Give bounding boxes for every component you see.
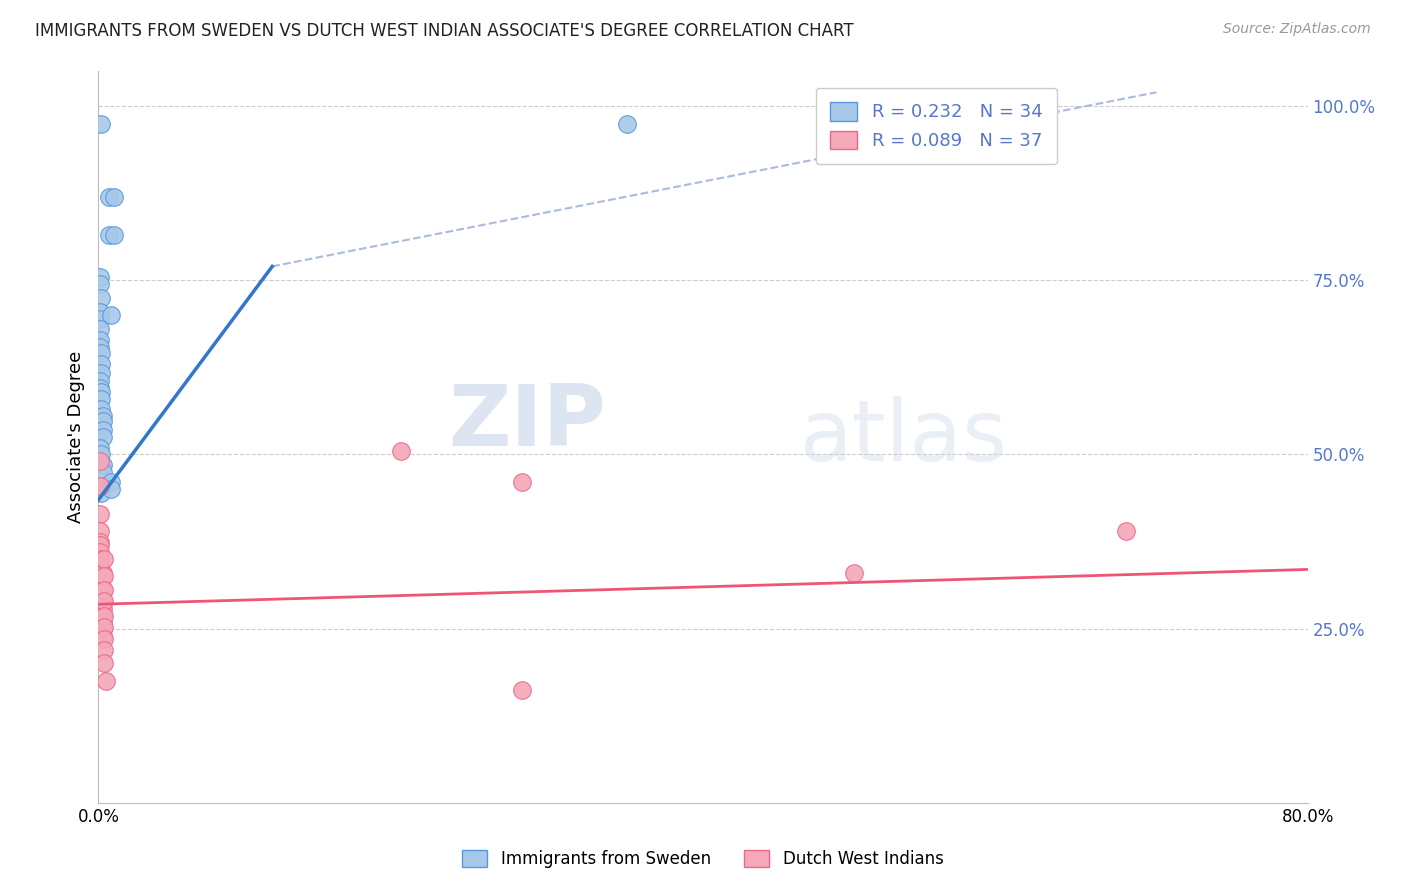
Point (90, 448, 112, 462)
Point (93, 642, 115, 657)
Point (89, 507, 111, 521)
Point (90, 594, 112, 608)
Point (93, 620, 115, 634)
Point (91, 465, 114, 479)
Point (89, 311, 111, 326)
Point (93, 569, 115, 583)
Point (90, 485, 112, 500)
Point (89, 277, 111, 291)
Point (91, 609, 114, 624)
Point (844, 566, 866, 580)
Point (91, 629, 114, 643)
Point (89, 304, 111, 318)
Point (90, 585, 112, 599)
Point (90, 573, 112, 587)
Point (91, 430, 114, 444)
Point (91, 583, 114, 598)
Legend: Immigrants from Sweden, Dutch West Indians: Immigrants from Sweden, Dutch West India… (456, 843, 950, 875)
Point (98, 190, 121, 204)
Point (89, 538, 111, 552)
Point (94, 673, 117, 688)
Point (91, 409, 114, 424)
Point (89, 333, 111, 347)
Point (89, 479, 111, 493)
Point (90, 366, 112, 380)
Point (89, 375, 111, 389)
Y-axis label: Associate's Degree: Associate's Degree (66, 351, 84, 524)
Text: ZIP: ZIP (449, 381, 606, 464)
Point (1115, 524, 1137, 538)
Legend: R = 0.232   N = 34, R = 0.089   N = 37: R = 0.232 N = 34, R = 0.089 N = 37 (815, 87, 1057, 164)
Point (91, 458, 114, 472)
Point (89, 339, 111, 353)
Text: Source: ZipAtlas.com: Source: ZipAtlas.com (1223, 22, 1371, 37)
Point (93, 583, 115, 598)
Point (103, 190, 125, 204)
Point (89, 534, 111, 549)
Point (91, 622, 114, 636)
Text: atlas: atlas (800, 395, 1008, 479)
Point (90, 384, 112, 399)
Point (90, 580, 112, 594)
Point (91, 594, 114, 608)
Point (90, 357, 112, 371)
Point (90, 591, 112, 605)
Point (93, 657, 115, 671)
Text: IMMIGRANTS FROM SWEDEN VS DUTCH WEST INDIAN ASSOCIATE'S DEGREE CORRELATION CHART: IMMIGRANTS FROM SWEDEN VS DUTCH WEST IND… (35, 22, 853, 40)
Point (389, 444, 412, 458)
Point (93, 594, 115, 608)
Point (100, 475, 122, 490)
Point (90, 392, 112, 406)
Point (616, 117, 638, 131)
Point (89, 454, 111, 468)
Point (89, 558, 111, 573)
Point (90, 576, 112, 591)
Point (100, 483, 122, 497)
Point (89, 381, 111, 395)
Point (90, 604, 112, 618)
Point (93, 552, 115, 566)
Point (90, 402, 112, 417)
Point (89, 524, 111, 538)
Point (98, 228, 121, 243)
Point (90, 291, 112, 305)
Point (91, 414, 114, 428)
Point (89, 552, 111, 566)
Point (89, 545, 111, 559)
Point (91, 615, 114, 629)
Point (93, 609, 115, 624)
Point (510, 682, 533, 697)
Point (90, 346, 112, 360)
Point (90, 599, 112, 613)
Point (91, 566, 114, 580)
Point (89, 441, 111, 455)
Point (90, 117, 112, 131)
Point (89, 322, 111, 336)
Point (103, 228, 125, 243)
Point (91, 602, 114, 616)
Point (89, 269, 111, 284)
Point (510, 475, 533, 490)
Point (90, 566, 112, 580)
Point (93, 632, 115, 646)
Point (91, 479, 114, 493)
Point (91, 423, 114, 437)
Point (100, 308, 122, 322)
